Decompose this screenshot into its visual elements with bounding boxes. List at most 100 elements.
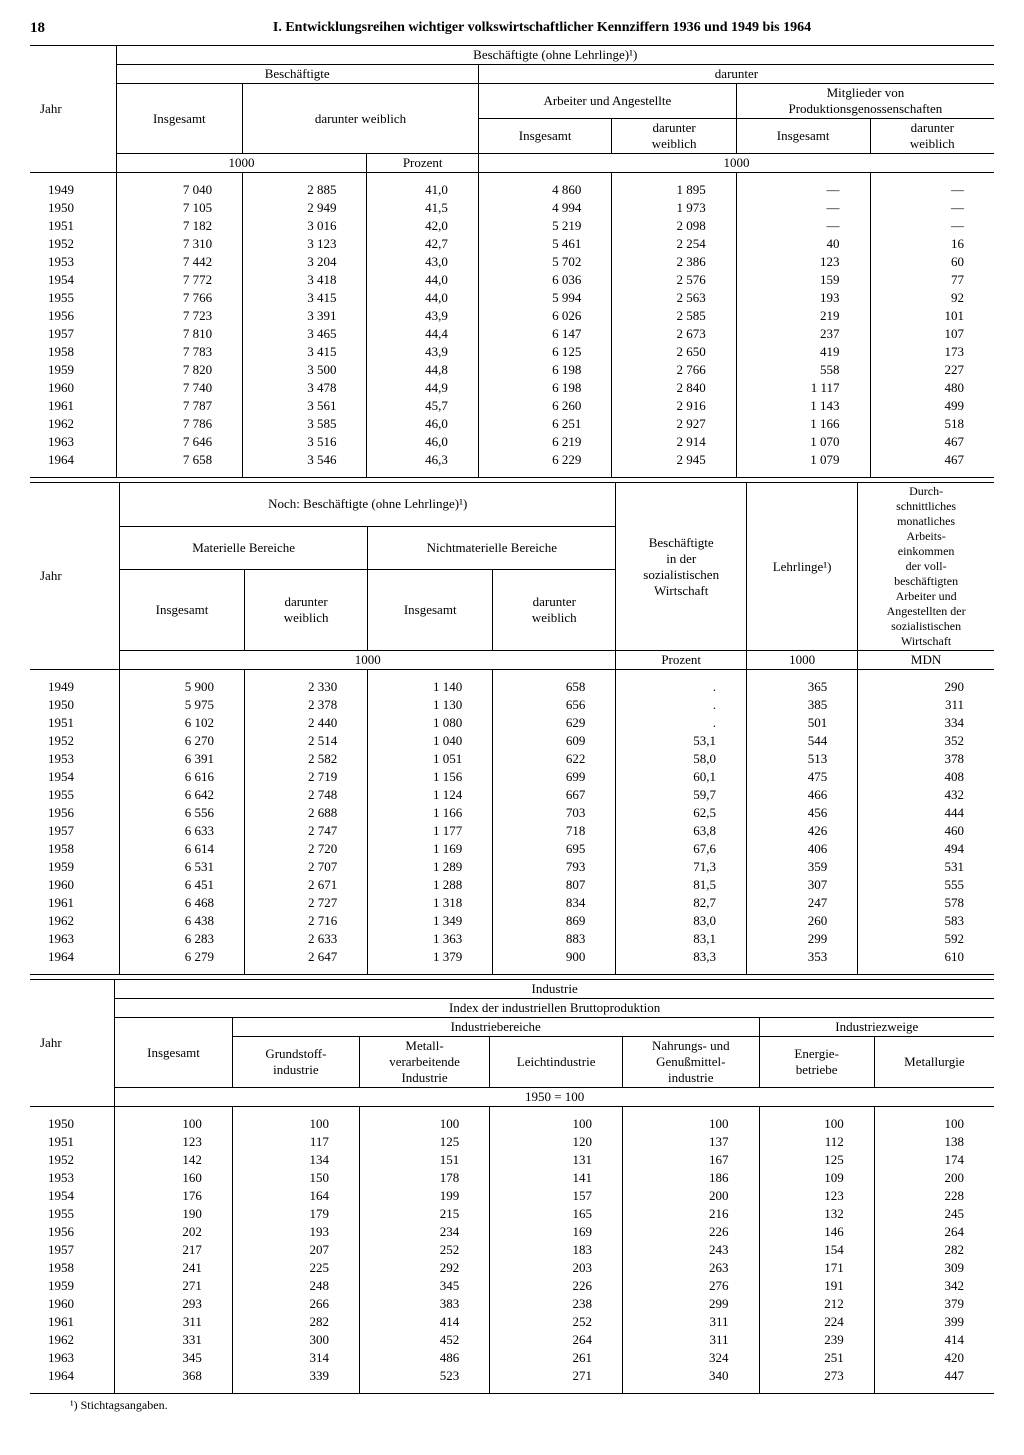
data-cell: 793	[493, 858, 616, 876]
year-cell: 1964	[30, 451, 116, 469]
table-row: 19606 4512 6711 28880781,5307555	[30, 876, 994, 894]
data-cell: 419	[736, 343, 870, 361]
year-cell: 1955	[30, 786, 120, 804]
year-cell: 1960	[30, 379, 116, 397]
data-cell: 6 616	[120, 768, 245, 786]
year-cell: 1960	[30, 1295, 115, 1313]
col-year-2: Jahr	[30, 483, 120, 670]
data-cell: 160	[115, 1169, 233, 1187]
data-cell: 142	[115, 1151, 233, 1169]
data-cell: 331	[115, 1331, 233, 1349]
data-cell: 193	[736, 289, 870, 307]
data-cell: 2 949	[243, 199, 367, 217]
data-cell: 456	[746, 804, 857, 822]
data-cell: 2 633	[244, 930, 367, 948]
year-cell: 1953	[30, 1169, 115, 1187]
data-cell: 7 442	[116, 253, 243, 271]
data-cell: 7 772	[116, 271, 243, 289]
data-cell: 191	[759, 1277, 874, 1295]
table-row: 1955190179215165216132245	[30, 1205, 994, 1223]
data-cell: 444	[858, 804, 994, 822]
data-cell: 132	[759, 1205, 874, 1223]
year-cell: 1962	[30, 912, 120, 930]
data-cell: 629	[493, 714, 616, 732]
data-cell: 239	[759, 1331, 874, 1349]
data-cell: 237	[736, 325, 870, 343]
data-cell: 6 102	[120, 714, 245, 732]
data-cell: 3 478	[243, 379, 367, 397]
hdr-mit-weibl: darunter weiblich	[870, 119, 994, 154]
table-row: 19556 6422 7481 12466759,7466432	[30, 786, 994, 804]
data-cell: 658	[493, 678, 616, 696]
data-cell: 264	[490, 1331, 623, 1349]
hdr-index: Index der industriellen Bruttoproduktion	[115, 999, 994, 1018]
data-cell: 466	[746, 786, 857, 804]
data-cell: 2 840	[612, 379, 736, 397]
data-cell: 123	[759, 1187, 874, 1205]
data-cell: 6 251	[478, 415, 612, 433]
table-row: 1957217207252183243154282	[30, 1241, 994, 1259]
data-cell: —	[870, 199, 994, 217]
data-cell: 452	[359, 1331, 489, 1349]
data-cell: 276	[623, 1277, 760, 1295]
data-cell: 414	[874, 1331, 994, 1349]
year-cell: 1956	[30, 804, 120, 822]
data-cell: 63,8	[616, 822, 747, 840]
data-cell: 365	[746, 678, 857, 696]
data-cell: 100	[115, 1115, 233, 1133]
data-cell: 6 438	[120, 912, 245, 930]
data-cell: 5 994	[478, 289, 612, 307]
data-cell: 7 820	[116, 361, 243, 379]
data-cell: 183	[490, 1241, 623, 1259]
hdr-energie: Energie- betriebe	[759, 1037, 874, 1088]
table-row: 19517 1823 01642,05 2192 098——	[30, 217, 994, 235]
data-cell: 6 198	[478, 379, 612, 397]
hdr-metallurgie: Metallurgie	[874, 1037, 994, 1088]
data-cell: 340	[623, 1367, 760, 1385]
data-cell: —	[736, 181, 870, 199]
table-row: 1953160150178141186109200	[30, 1169, 994, 1187]
hdr-mitgl: Mitglieder von Produktionsgenossenschaft…	[736, 84, 994, 119]
data-cell: 173	[870, 343, 994, 361]
data-cell: 7 766	[116, 289, 243, 307]
page-title: I. Entwicklungsreihen wichtiger volkswir…	[90, 20, 994, 37]
data-cell: 480	[870, 379, 994, 397]
data-cell: 339	[232, 1367, 359, 1385]
data-cell: 399	[874, 1313, 994, 1331]
data-cell: 2 440	[244, 714, 367, 732]
data-cell: 299	[746, 930, 857, 948]
table-employment: Jahr Beschäftigte (ohne Lehrlinge)¹) Bes…	[30, 45, 994, 478]
table-row: 19636 2832 6331 36388383,1299592	[30, 930, 994, 948]
data-cell: 2 719	[244, 768, 367, 786]
data-cell: 3 585	[243, 415, 367, 433]
data-cell: 6 026	[478, 307, 612, 325]
data-cell: 900	[493, 948, 616, 966]
data-cell: 92	[870, 289, 994, 307]
data-cell: 1 117	[736, 379, 870, 397]
hdr-insgesamt: Insgesamt	[116, 84, 243, 154]
unit-1000-4: 1000	[746, 651, 857, 670]
data-cell: 238	[490, 1295, 623, 1313]
data-cell: 1 124	[368, 786, 493, 804]
data-cell: 46,0	[367, 433, 478, 451]
data-cell: 7 783	[116, 343, 243, 361]
table-row: 1963345314486261324251420	[30, 1349, 994, 1367]
table-row: 1962331300452264311239414	[30, 1331, 994, 1349]
table-row: 1954176164199157200123228	[30, 1187, 994, 1205]
table-row: 19577 8103 46544,46 1472 673237107	[30, 325, 994, 343]
data-cell: 1 318	[368, 894, 493, 912]
data-cell: 44,8	[367, 361, 478, 379]
data-cell: 234	[359, 1223, 489, 1241]
data-cell: 6 451	[120, 876, 245, 894]
data-cell: 2 585	[612, 307, 736, 325]
data-cell: 3 418	[243, 271, 367, 289]
data-cell: 137	[623, 1133, 760, 1151]
year-cell: 1949	[30, 678, 120, 696]
data-cell: 260	[746, 912, 857, 930]
data-cell: 164	[232, 1187, 359, 1205]
table-row: 19527 3103 12342,75 4612 2544016	[30, 235, 994, 253]
data-cell: 3 516	[243, 433, 367, 451]
data-cell: 2 707	[244, 858, 367, 876]
data-cell: 290	[858, 678, 994, 696]
data-cell: 6 147	[478, 325, 612, 343]
